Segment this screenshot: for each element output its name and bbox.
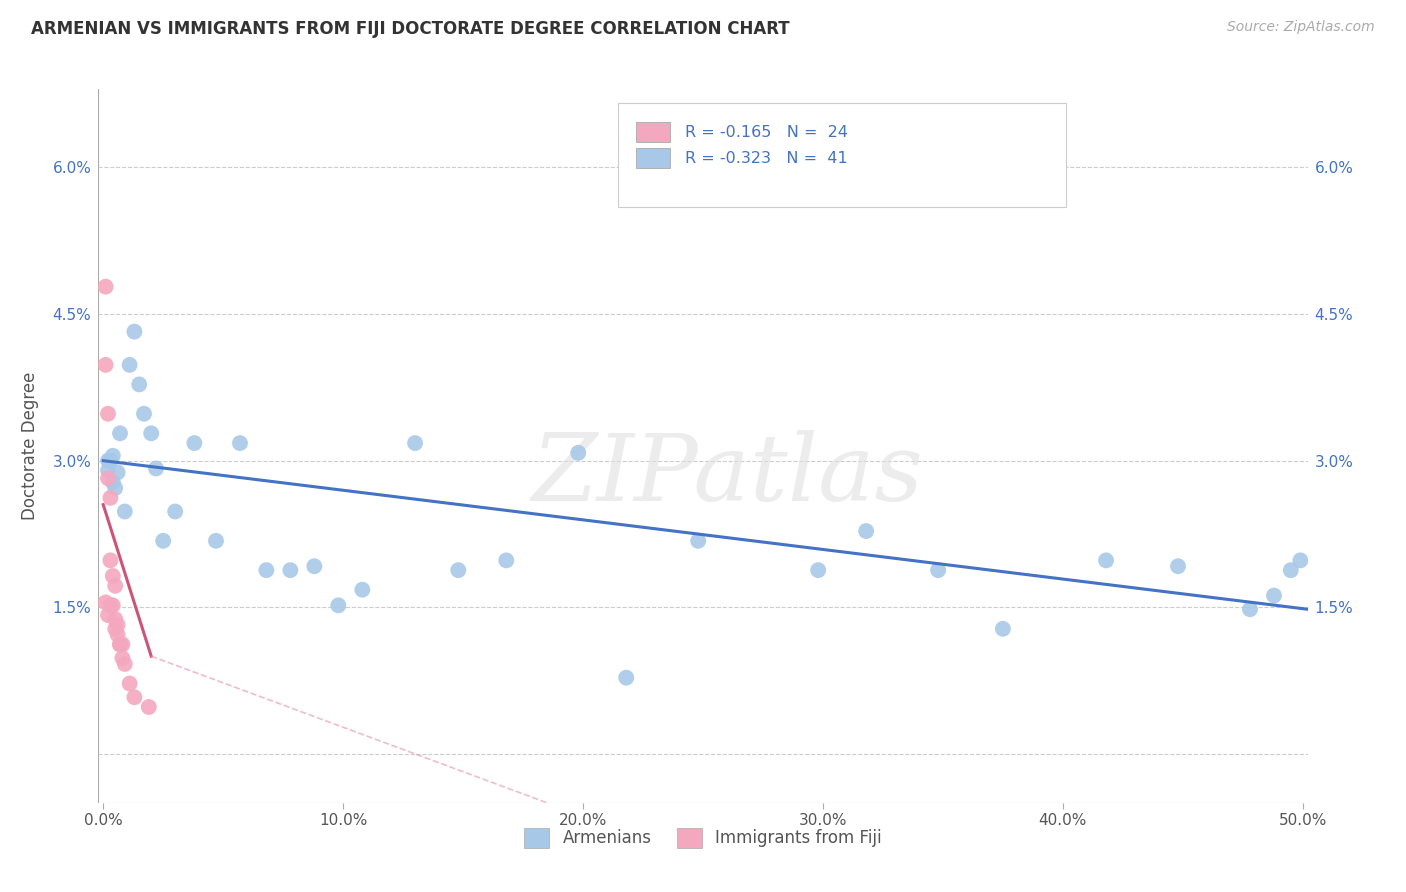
FancyBboxPatch shape xyxy=(637,148,671,169)
Text: R = -0.165   N =  24: R = -0.165 N = 24 xyxy=(685,125,848,139)
Point xyxy=(94,279,117,293)
Point xyxy=(118,676,141,690)
FancyBboxPatch shape xyxy=(619,103,1066,207)
Point xyxy=(104,481,127,495)
Point xyxy=(927,563,949,577)
Point xyxy=(100,491,122,505)
Y-axis label: Doctorate Degree: Doctorate Degree xyxy=(21,372,39,520)
Point xyxy=(304,559,326,574)
Point xyxy=(138,700,160,714)
Point xyxy=(118,358,141,372)
Point xyxy=(104,612,127,626)
Point xyxy=(108,637,131,651)
Point xyxy=(165,504,187,518)
Point xyxy=(145,461,167,475)
Point xyxy=(1095,553,1118,567)
Point xyxy=(97,471,120,485)
Point xyxy=(328,599,350,613)
Legend: Armenians, Immigrants from Fiji: Armenians, Immigrants from Fiji xyxy=(517,822,889,855)
Point xyxy=(94,595,117,609)
Text: ARMENIAN VS IMMIGRANTS FROM FIJI DOCTORATE DEGREE CORRELATION CHART: ARMENIAN VS IMMIGRANTS FROM FIJI DOCTORA… xyxy=(31,20,790,37)
Point xyxy=(104,579,127,593)
Point xyxy=(101,599,124,613)
Point xyxy=(124,690,146,705)
Point xyxy=(107,466,129,480)
Point xyxy=(104,622,127,636)
Text: R = -0.323   N =  41: R = -0.323 N = 41 xyxy=(685,151,848,166)
Point xyxy=(111,651,134,665)
Point xyxy=(254,563,277,577)
FancyBboxPatch shape xyxy=(637,122,671,142)
Point xyxy=(114,657,136,671)
Point xyxy=(101,475,124,490)
Point xyxy=(132,407,155,421)
Point xyxy=(114,504,136,518)
Point xyxy=(352,582,374,597)
Point xyxy=(183,436,205,450)
Point xyxy=(100,553,122,567)
Point xyxy=(97,453,120,467)
Point xyxy=(807,563,830,577)
Point xyxy=(111,637,134,651)
Point xyxy=(1279,563,1302,577)
Point xyxy=(404,436,426,450)
Point xyxy=(101,569,124,583)
Point xyxy=(280,563,302,577)
Point xyxy=(152,533,174,548)
Point xyxy=(567,446,589,460)
Text: ZIPatlas: ZIPatlas xyxy=(531,430,924,519)
Point xyxy=(97,608,120,623)
Point xyxy=(1239,602,1261,616)
Point xyxy=(855,524,877,538)
Point xyxy=(1263,589,1285,603)
Point xyxy=(97,407,120,421)
Point xyxy=(100,599,122,613)
Point xyxy=(124,325,146,339)
Text: Source: ZipAtlas.com: Source: ZipAtlas.com xyxy=(1227,20,1375,34)
Point xyxy=(991,622,1014,636)
Point xyxy=(108,426,131,441)
Point xyxy=(614,671,637,685)
Point xyxy=(128,377,150,392)
Point xyxy=(101,449,124,463)
Point xyxy=(107,618,129,632)
Point xyxy=(97,463,120,477)
Point xyxy=(495,553,517,567)
Point xyxy=(447,563,470,577)
Point xyxy=(688,533,710,548)
Point xyxy=(107,628,129,642)
Point xyxy=(205,533,228,548)
Point xyxy=(94,358,117,372)
Point xyxy=(229,436,252,450)
Point xyxy=(141,426,163,441)
Point xyxy=(1289,553,1312,567)
Point xyxy=(100,453,122,467)
Point xyxy=(1167,559,1189,574)
Point xyxy=(108,637,131,651)
